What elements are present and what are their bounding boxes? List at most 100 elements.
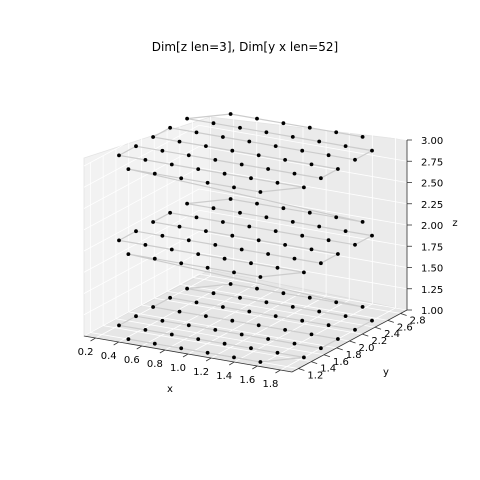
data-point-54 xyxy=(179,261,184,266)
data-point-103 xyxy=(360,220,365,224)
data-point-13 xyxy=(117,323,121,328)
data-point-115 xyxy=(169,162,174,167)
data-point-107 xyxy=(205,180,210,185)
x-tick-mark-6 xyxy=(229,361,235,366)
x-axis-label: x xyxy=(167,384,173,395)
data-point-0 xyxy=(126,337,131,341)
data-point-10 xyxy=(196,337,201,341)
x-tick-label-6: 1.4 xyxy=(216,371,232,382)
data-point-149 xyxy=(185,116,190,121)
data-point-146 xyxy=(264,130,269,135)
data-point-14 xyxy=(134,314,138,319)
data-point-64 xyxy=(143,243,148,247)
point-path-line xyxy=(117,113,374,363)
data-point-58 xyxy=(302,270,306,275)
data-point-43 xyxy=(238,295,242,300)
data-point-131 xyxy=(204,144,208,149)
data-point-44 xyxy=(211,291,216,296)
y-tick-mark-1 xyxy=(311,361,318,365)
data-point-73 xyxy=(319,261,323,266)
data-point-1 xyxy=(152,341,157,346)
data-point-144 xyxy=(317,139,322,144)
x-tick-mark-8 xyxy=(275,369,281,374)
z-tick-label-5: 2.25 xyxy=(421,200,443,211)
data-point-95 xyxy=(238,210,242,215)
data-point-30 xyxy=(168,295,173,300)
data-point-74 xyxy=(336,252,340,256)
data-point-46 xyxy=(228,282,233,286)
x-tick-label-3: 0.8 xyxy=(147,359,163,370)
data-point-120 xyxy=(186,153,191,158)
data-point-79 xyxy=(204,229,208,234)
data-point-38 xyxy=(370,318,374,323)
data-point-51 xyxy=(360,305,365,309)
data-point-39 xyxy=(343,314,348,318)
data-point-102 xyxy=(334,215,339,220)
data-point-61 xyxy=(222,256,227,261)
data-point-105 xyxy=(152,171,157,176)
x-tick-mark-7 xyxy=(252,365,258,370)
data-point-60 xyxy=(249,261,253,266)
data-point-119 xyxy=(160,148,165,153)
data-point-153 xyxy=(307,125,312,130)
data-point-4 xyxy=(232,355,236,360)
x-tick-mark-2 xyxy=(136,345,142,350)
data-point-81 xyxy=(151,220,156,224)
data-point-75 xyxy=(309,247,314,252)
data-point-112 xyxy=(249,176,253,181)
data-point-47 xyxy=(255,286,259,291)
data-point-101 xyxy=(307,210,312,215)
data-point-90 xyxy=(370,233,374,238)
data-point-20 xyxy=(292,341,297,346)
data-point-29 xyxy=(151,305,156,309)
data-point-99 xyxy=(255,201,259,206)
data-point-40 xyxy=(317,309,322,314)
data-point-8 xyxy=(249,346,253,351)
x-tick-mark-5 xyxy=(205,357,212,362)
data-point-139 xyxy=(300,148,305,153)
data-point-128 xyxy=(283,158,287,162)
data-point-80 xyxy=(177,224,182,229)
data-point-125 xyxy=(319,176,323,181)
data-point-124 xyxy=(292,171,297,176)
data-point-26 xyxy=(230,318,235,323)
data-point-147 xyxy=(238,125,242,130)
z-tick-label-2: 1.50 xyxy=(421,264,443,275)
data-point-17 xyxy=(213,328,218,332)
data-point-42 xyxy=(264,300,269,305)
data-point-126 xyxy=(336,167,340,171)
data-point-89 xyxy=(353,242,357,247)
data-point-135 xyxy=(194,130,199,135)
y-tick-label-5: 2.2 xyxy=(371,336,387,347)
data-point-91 xyxy=(343,229,348,234)
y-tick-mark-6 xyxy=(374,326,382,330)
data-point-137 xyxy=(247,139,252,144)
data-point-82 xyxy=(168,210,173,215)
data-point-49 xyxy=(307,295,312,300)
data-point-130 xyxy=(230,148,235,153)
data-point-127 xyxy=(309,162,314,167)
data-point-152 xyxy=(281,121,286,126)
data-point-53 xyxy=(152,256,157,261)
data-point-59 xyxy=(275,265,280,270)
data-point-18 xyxy=(239,332,244,337)
data-point-27 xyxy=(204,314,208,318)
gridline-z-4 xyxy=(83,188,408,252)
data-point-148 xyxy=(211,121,216,126)
y-tick-label-6: 2.4 xyxy=(384,329,400,340)
data-point-140 xyxy=(326,153,331,158)
data-point-65 xyxy=(117,238,121,243)
gridline-z-3 xyxy=(83,209,408,273)
data-point-117 xyxy=(117,153,121,158)
data-point-96 xyxy=(211,206,216,211)
z-tick-label-0: 1.00 xyxy=(421,306,443,317)
data-point-21 xyxy=(319,346,323,351)
data-point-28 xyxy=(177,309,182,314)
data-point-33 xyxy=(247,309,252,314)
data-point-113 xyxy=(222,171,227,176)
data-point-129 xyxy=(256,153,261,158)
y-tick-mark-3 xyxy=(336,347,343,351)
data-point-109 xyxy=(258,190,263,194)
data-point-23 xyxy=(309,332,314,337)
data-point-66 xyxy=(134,229,138,234)
